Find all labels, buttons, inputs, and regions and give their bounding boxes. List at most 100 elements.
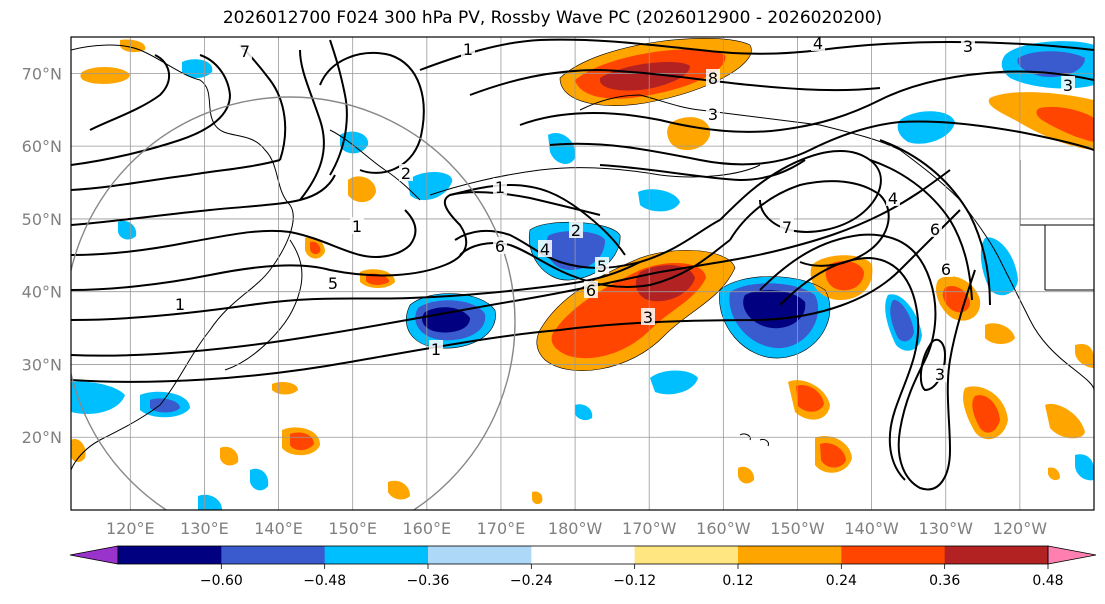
contour-label-bg <box>350 217 364 234</box>
coastline-na-west <box>999 259 1094 391</box>
longitude-label: 150°W <box>770 519 825 538</box>
colorbar-tick-label: −0.24 <box>510 573 553 589</box>
latitude-labels: 20°N 30°N 40°N 50°N 60°N 70°N <box>22 64 62 447</box>
colorbar-tick-label: 0.24 <box>826 573 857 589</box>
contour-label: 6 <box>941 260 951 279</box>
contour-label: 3 <box>963 37 973 56</box>
contour-label: 3 <box>935 365 945 384</box>
longitude-label: 160°W <box>696 519 751 538</box>
pv-contour <box>71 261 641 321</box>
contour-label: 2 <box>571 221 581 240</box>
anomaly-positive-patch <box>1075 343 1094 368</box>
anomaly-negative-patch <box>250 468 269 491</box>
longitude-label: 160°E <box>402 519 451 538</box>
anomaly-positive-patch <box>388 480 410 500</box>
anomaly-positive-patch <box>220 446 239 466</box>
pv-contour <box>449 183 626 256</box>
pv-contour <box>599 159 806 182</box>
anomaly-negative-patch <box>71 381 125 415</box>
contour-label-bg <box>886 189 900 206</box>
pv-contour <box>869 159 973 301</box>
contour-label: 1 <box>352 217 362 236</box>
anomaly-positive-patch <box>348 176 376 203</box>
latitude-label: 20°N <box>22 428 62 447</box>
colorbar-frame <box>117 545 1049 565</box>
colorbar-tick-label: 0.12 <box>722 573 753 589</box>
contour-label-bg <box>1061 76 1075 93</box>
contour-label-bg <box>780 218 794 235</box>
contour-label: 4 <box>813 34 823 53</box>
contour-label-bg <box>493 178 507 195</box>
contour-label: 8 <box>708 69 718 88</box>
anomaly-negative-patch <box>340 131 369 154</box>
contour-label: 2 <box>401 164 411 183</box>
colorbar-segment <box>738 546 842 564</box>
pv-contour <box>71 174 336 226</box>
longitude-label: 120°W <box>993 519 1048 538</box>
anomaly-negative-patch <box>1075 454 1094 481</box>
pv-contour <box>319 52 425 174</box>
reference-circle <box>71 96 516 510</box>
pv-contour <box>71 159 281 191</box>
longitude-label: 130°W <box>919 519 974 538</box>
colorbar-segment <box>118 546 222 564</box>
anomaly-negative-patch <box>548 132 576 164</box>
pv-contour <box>71 191 601 291</box>
anomaly-negative-patch <box>198 494 222 510</box>
anomaly-positive-patch <box>988 92 1094 150</box>
contour-label: 6 <box>586 281 596 300</box>
anomaly-negative-patch <box>638 189 680 212</box>
anomaly-negative-patch <box>118 220 137 240</box>
latitude-label: 30°N <box>22 355 62 374</box>
anomaly-outline <box>719 276 831 359</box>
contour-label: 1 <box>463 40 473 59</box>
colorbar-tick-label: −0.12 <box>613 573 656 589</box>
colorbar-tick-label: −0.36 <box>407 573 450 589</box>
latitude-label: 70°N <box>22 64 62 83</box>
anomaly-shading <box>71 38 1094 510</box>
colorbar-segment <box>531 546 636 564</box>
contour-label: 5 <box>597 257 607 276</box>
anomaly-negative-patch <box>408 171 453 201</box>
colorbar-segment <box>428 546 532 564</box>
anomaly-positive-core <box>1036 106 1094 142</box>
contour-label: 7 <box>782 218 792 237</box>
contour-label-bg <box>811 37 825 51</box>
coastline-aleutians <box>429 164 761 196</box>
pv-contour <box>329 39 348 176</box>
contour-label-bg <box>326 274 340 291</box>
contour-label-bg <box>461 40 475 57</box>
colorbar-segment <box>324 546 429 564</box>
longitude-label: 140°E <box>254 519 303 538</box>
pv-contour <box>71 169 951 357</box>
anomaly-positive-patch <box>71 439 86 462</box>
colorbar-tick-label: 0.48 <box>1032 573 1063 589</box>
longitude-label: 170°E <box>477 519 526 538</box>
map-title: 2026012700 F024 300 hPa PV, Rossby Wave … <box>222 8 883 28</box>
contour-label-bg <box>706 69 720 86</box>
colorbar: −0.60 −0.48 −0.36 −0.24 −0.12 0.12 0.24 0.36 0.4… <box>69 545 1097 589</box>
contour-label-bg <box>569 221 583 238</box>
contour-label-bg <box>493 237 507 254</box>
longitude-label: 180°W <box>548 519 603 538</box>
anomaly-positive-core <box>820 442 846 468</box>
contour-label: 6 <box>930 220 940 239</box>
longitude-label: 130°E <box>180 519 229 538</box>
anomaly-positive-patch <box>738 466 755 484</box>
contour-label: 4 <box>888 189 898 208</box>
pv-contour <box>71 209 961 383</box>
contour-label: 3 <box>1063 76 1073 95</box>
latitude-label: 50°N <box>22 210 62 229</box>
anomaly-positive-patch <box>1048 467 1060 481</box>
contour-label-bg <box>933 365 947 382</box>
colorbar-tick-label: −0.48 <box>303 573 346 589</box>
coastline-japan <box>224 239 303 371</box>
anomaly-negative-patch <box>150 398 180 413</box>
contour-label-bg <box>538 240 552 257</box>
pv-contour <box>71 54 232 166</box>
contour-label: 3 <box>643 308 653 327</box>
latitude-label: 40°N <box>22 283 62 302</box>
colorbar-tick-label: 0.36 <box>929 573 960 589</box>
coastline-asia <box>71 44 294 471</box>
